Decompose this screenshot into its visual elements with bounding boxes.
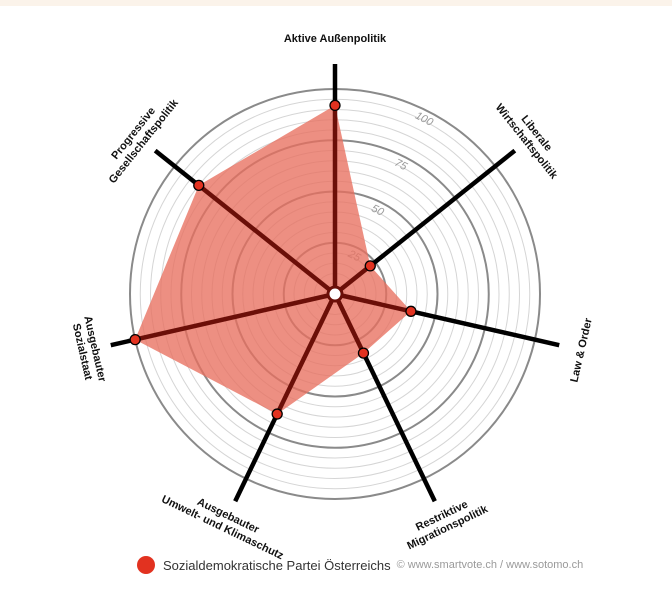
axis-label: LiberaleWirtschaftspolitik [493, 94, 571, 182]
axis-label-line: Law & Order [569, 316, 595, 383]
spoke-outer [410, 309, 560, 348]
spoke-inner [332, 291, 414, 314]
axis-label: ProgressiveGesellschaftspolitik [97, 88, 182, 186]
axis-label-line: Umwelt- und Klimaschutz [159, 493, 285, 562]
spoke-outer [233, 413, 280, 503]
spoke-inner [132, 291, 338, 342]
legend-marker [137, 556, 155, 574]
axis-label: AusgebauterUmwelt- und Klimaschutz [159, 482, 291, 563]
axis-label: Law & Order [569, 316, 595, 383]
axis-label: RestriktiveMigrationspolitik [400, 491, 491, 552]
data-point [357, 347, 370, 359]
spoke-inner [196, 183, 338, 297]
spoke-inner [274, 291, 338, 417]
data-point [405, 305, 417, 317]
data-point [364, 260, 376, 272]
legend: Sozialdemokratische Partei Österreichs ©… [137, 554, 583, 576]
spoke-outer [153, 148, 201, 188]
spoke-outer [361, 352, 437, 503]
center-marker [326, 285, 344, 303]
axis-label-line: Aktive Außenpolitik [284, 33, 387, 45]
spoke-inner [332, 291, 366, 356]
source-credit: © www.smartvote.ch / www.sotomo.ch [396, 559, 584, 571]
data-point [193, 179, 205, 192]
spoke-outer [368, 148, 517, 268]
top-strip [0, 0, 672, 6]
axis-label: Aktive Außenpolitik [284, 33, 387, 45]
series-area [135, 105, 411, 415]
data-point [129, 333, 141, 346]
legend-label: Sozialdemokratische Partei Österreichs [163, 557, 391, 573]
data-point [329, 99, 341, 112]
data-point [271, 408, 283, 420]
axis-label: AusgebauterSozialstaat [69, 315, 108, 387]
